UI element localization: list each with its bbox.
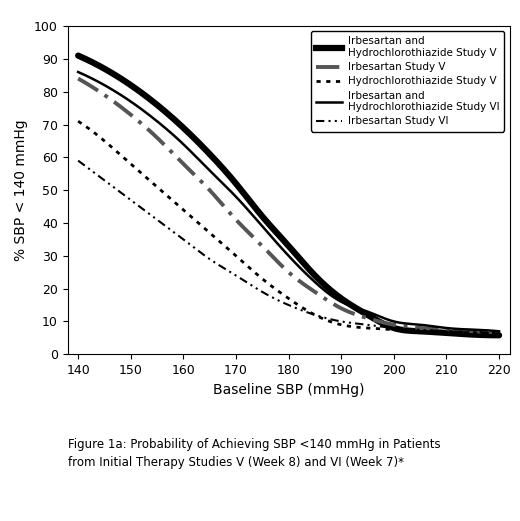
Text: Figure 1a: Probability of Achieving SBP <140 mmHg in Patients
from Initial Thera: Figure 1a: Probability of Achieving SBP … xyxy=(68,438,440,469)
X-axis label: Baseline SBP (mmHg): Baseline SBP (mmHg) xyxy=(213,382,365,396)
Y-axis label: % SBP < 140 mmHg: % SBP < 140 mmHg xyxy=(15,119,29,261)
Legend: Irbesartan and
Hydrochlorothiazide Study V, Irbesartan Study V, Hydrochlorothiaz: Irbesartan and Hydrochlorothiazide Study… xyxy=(311,31,504,131)
